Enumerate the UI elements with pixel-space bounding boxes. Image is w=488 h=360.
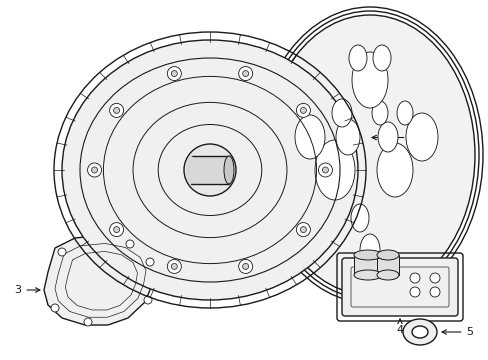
Ellipse shape bbox=[62, 40, 357, 300]
FancyBboxPatch shape bbox=[341, 258, 457, 316]
Ellipse shape bbox=[376, 270, 398, 280]
Ellipse shape bbox=[296, 103, 310, 117]
Ellipse shape bbox=[300, 226, 306, 233]
Ellipse shape bbox=[359, 234, 379, 266]
FancyBboxPatch shape bbox=[353, 255, 381, 275]
Ellipse shape bbox=[300, 107, 306, 113]
Ellipse shape bbox=[318, 163, 332, 177]
Ellipse shape bbox=[242, 71, 248, 77]
Ellipse shape bbox=[238, 67, 252, 81]
Ellipse shape bbox=[264, 15, 474, 295]
Ellipse shape bbox=[167, 67, 181, 81]
Ellipse shape bbox=[376, 250, 398, 260]
Circle shape bbox=[146, 258, 154, 266]
Circle shape bbox=[58, 248, 66, 256]
Ellipse shape bbox=[185, 156, 196, 184]
Circle shape bbox=[429, 287, 439, 297]
Ellipse shape bbox=[331, 99, 351, 127]
Ellipse shape bbox=[322, 167, 328, 173]
Circle shape bbox=[143, 296, 152, 304]
Ellipse shape bbox=[411, 326, 427, 338]
Circle shape bbox=[84, 318, 92, 326]
Text: 4: 4 bbox=[396, 319, 403, 335]
Ellipse shape bbox=[376, 143, 412, 197]
Ellipse shape bbox=[87, 163, 102, 177]
Text: 5: 5 bbox=[441, 327, 472, 337]
Ellipse shape bbox=[377, 122, 397, 152]
Ellipse shape bbox=[371, 101, 387, 125]
Ellipse shape bbox=[238, 260, 252, 274]
Ellipse shape bbox=[171, 71, 177, 77]
Circle shape bbox=[429, 273, 439, 283]
Text: 1: 1 bbox=[216, 255, 255, 265]
Circle shape bbox=[126, 240, 134, 248]
Ellipse shape bbox=[351, 52, 387, 108]
Ellipse shape bbox=[405, 113, 437, 161]
Ellipse shape bbox=[396, 101, 412, 125]
FancyBboxPatch shape bbox=[191, 156, 228, 184]
Ellipse shape bbox=[264, 15, 474, 295]
Circle shape bbox=[51, 304, 59, 312]
Ellipse shape bbox=[167, 260, 181, 274]
Ellipse shape bbox=[91, 167, 98, 173]
Ellipse shape bbox=[171, 264, 177, 269]
Ellipse shape bbox=[402, 319, 436, 345]
Ellipse shape bbox=[242, 264, 248, 269]
Ellipse shape bbox=[113, 107, 120, 113]
Text: 3: 3 bbox=[15, 285, 40, 295]
Ellipse shape bbox=[372, 45, 390, 71]
Ellipse shape bbox=[109, 103, 123, 117]
Text: 2: 2 bbox=[371, 132, 416, 143]
Ellipse shape bbox=[113, 226, 120, 233]
Circle shape bbox=[409, 287, 419, 297]
Ellipse shape bbox=[335, 119, 359, 155]
Ellipse shape bbox=[314, 140, 354, 200]
Ellipse shape bbox=[183, 144, 236, 196]
Ellipse shape bbox=[294, 115, 325, 159]
Ellipse shape bbox=[109, 222, 123, 237]
Polygon shape bbox=[44, 235, 155, 325]
Circle shape bbox=[409, 273, 419, 283]
Ellipse shape bbox=[353, 270, 381, 280]
Ellipse shape bbox=[353, 250, 381, 260]
Ellipse shape bbox=[296, 222, 310, 237]
FancyBboxPatch shape bbox=[376, 255, 398, 275]
Ellipse shape bbox=[350, 204, 368, 232]
Ellipse shape bbox=[224, 156, 234, 184]
Ellipse shape bbox=[348, 45, 366, 71]
